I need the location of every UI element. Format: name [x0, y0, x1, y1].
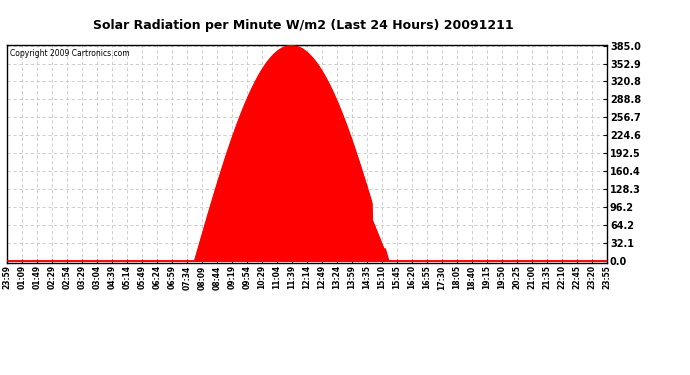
Text: Copyright 2009 Cartronics.com: Copyright 2009 Cartronics.com	[10, 50, 130, 58]
Text: Solar Radiation per Minute W/m2 (Last 24 Hours) 20091211: Solar Radiation per Minute W/m2 (Last 24…	[93, 19, 514, 32]
